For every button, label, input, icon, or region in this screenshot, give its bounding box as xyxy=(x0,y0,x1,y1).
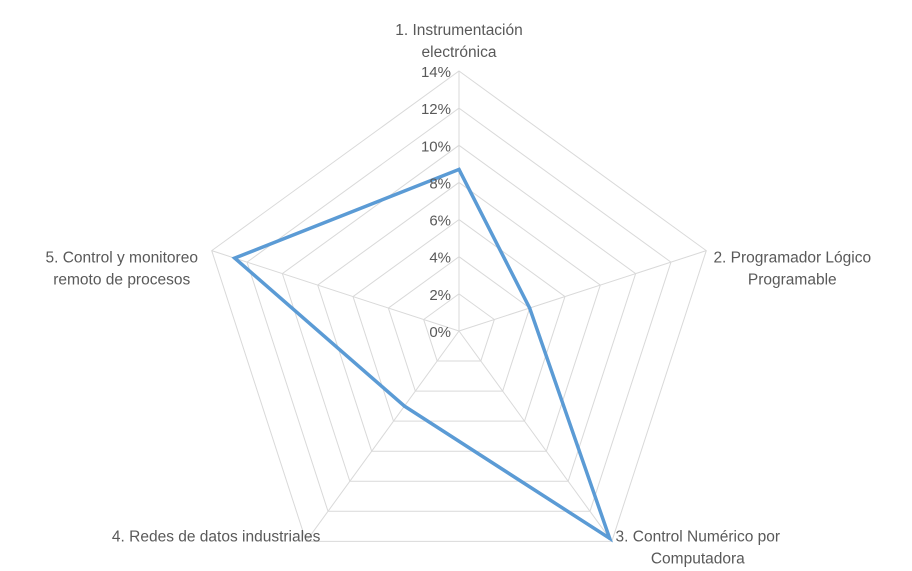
grid-ring xyxy=(317,181,601,452)
tick-labels: 0% 2% 4% 6% 8% 10% 12% 14% xyxy=(421,64,451,341)
grid-ring xyxy=(281,144,637,482)
tick-label: 0% xyxy=(429,324,451,341)
data-point xyxy=(402,404,407,408)
data-point xyxy=(233,256,237,260)
tick-label: 12% xyxy=(421,101,451,118)
radar-grid xyxy=(211,70,707,542)
series-line xyxy=(231,167,613,543)
category-label: 5. Control y monitoreo remoto de procesos xyxy=(45,250,198,289)
axis-spoke xyxy=(458,330,613,542)
tick-label: 10% xyxy=(421,138,451,155)
data-point xyxy=(608,536,612,540)
category-label: 4. Redes de datos industriales xyxy=(112,528,321,545)
tick-label: 8% xyxy=(429,175,451,192)
tick-label: 6% xyxy=(429,213,451,230)
tick-label: 14% xyxy=(421,64,451,81)
tick-label: 4% xyxy=(429,250,451,267)
category-label: 3. Control Numérico por Computadora xyxy=(616,528,781,567)
axis-spoke xyxy=(458,250,707,332)
category-label: 1. Instrumentación electrónica xyxy=(395,22,523,61)
category-label: 2. Programador Lógico Programable xyxy=(713,250,871,289)
tick-label: 2% xyxy=(429,287,451,304)
grid-ring xyxy=(387,256,531,392)
axis-spoke xyxy=(305,330,460,542)
grid-ring xyxy=(352,218,566,422)
series-layer xyxy=(231,167,613,543)
grid-ring xyxy=(211,70,707,542)
grid-ring xyxy=(423,293,495,362)
data-point xyxy=(528,306,532,310)
grid-ring xyxy=(246,107,672,512)
data-point xyxy=(457,167,461,172)
radar-spokes xyxy=(211,71,707,542)
category-labels: 1. Instrumentación electrónica 2. Programa… xyxy=(45,22,871,567)
axis-spoke xyxy=(211,250,460,332)
